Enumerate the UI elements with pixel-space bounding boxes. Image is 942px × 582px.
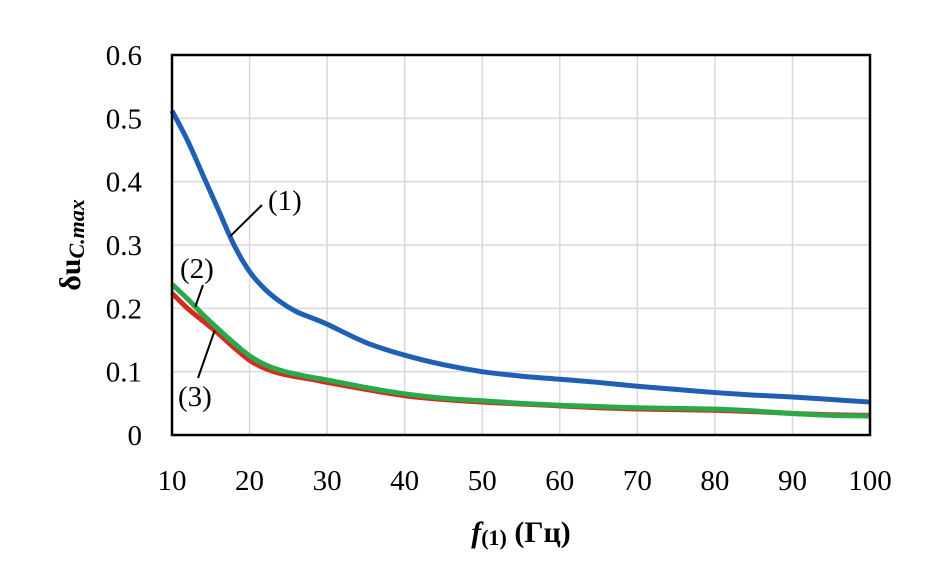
annotation-leader xyxy=(197,330,216,379)
x-axis-title-main: f xyxy=(471,516,484,549)
y-tick-label: 0.2 xyxy=(106,293,142,325)
plot-frame xyxy=(170,53,872,437)
y-tick-label: 0.1 xyxy=(106,357,142,389)
x-axis-title-unit: (Гц) xyxy=(507,516,571,549)
x-tick-label: 30 xyxy=(313,465,342,497)
series-line-1 xyxy=(169,109,871,405)
annotation-label: (2) xyxy=(180,253,214,285)
x-tick-labels: 10 20 30 40 50 60 70 80 90 100 xyxy=(158,465,892,497)
x-tick-label: 50 xyxy=(468,465,497,497)
y-tick-label: 0 xyxy=(128,420,143,452)
x-tick-label: 60 xyxy=(545,465,574,497)
x-axis-title: f(1) (Гц) xyxy=(471,516,571,550)
x-axis-title-sub: (1) xyxy=(481,525,507,550)
annotation-label: (3) xyxy=(178,381,212,413)
x-tick-label: 70 xyxy=(623,465,652,497)
x-tick-label: 90 xyxy=(778,465,807,497)
annotation-leader xyxy=(229,204,263,238)
y-tick-label: 0.4 xyxy=(106,167,143,199)
x-tick-label: 40 xyxy=(390,465,419,497)
x-tick-label: 80 xyxy=(700,465,729,497)
y-axis-title-sub: C.max xyxy=(64,199,89,258)
y-tick-label: 0.3 xyxy=(106,230,142,262)
x-tick-label: 20 xyxy=(235,465,264,497)
grid-lines xyxy=(172,55,870,435)
series-group xyxy=(169,109,871,419)
y-axis-title: δuC.max xyxy=(54,199,89,291)
annotation-leader xyxy=(194,284,204,308)
annotation-label: (1) xyxy=(268,185,302,217)
y-tick-label: 0.5 xyxy=(106,103,142,135)
y-tick-labels: 0 0.1 0.2 0.3 0.4 0.5 0.6 xyxy=(106,40,143,452)
y-tick-label: 0.6 xyxy=(106,40,142,72)
annotations: (1) (2) (3) xyxy=(178,185,302,413)
y-axis-title-main: δu xyxy=(54,259,87,291)
series-line-2 xyxy=(170,282,871,419)
x-tick-label: 10 xyxy=(158,465,187,497)
x-tick-label: 100 xyxy=(848,465,892,497)
